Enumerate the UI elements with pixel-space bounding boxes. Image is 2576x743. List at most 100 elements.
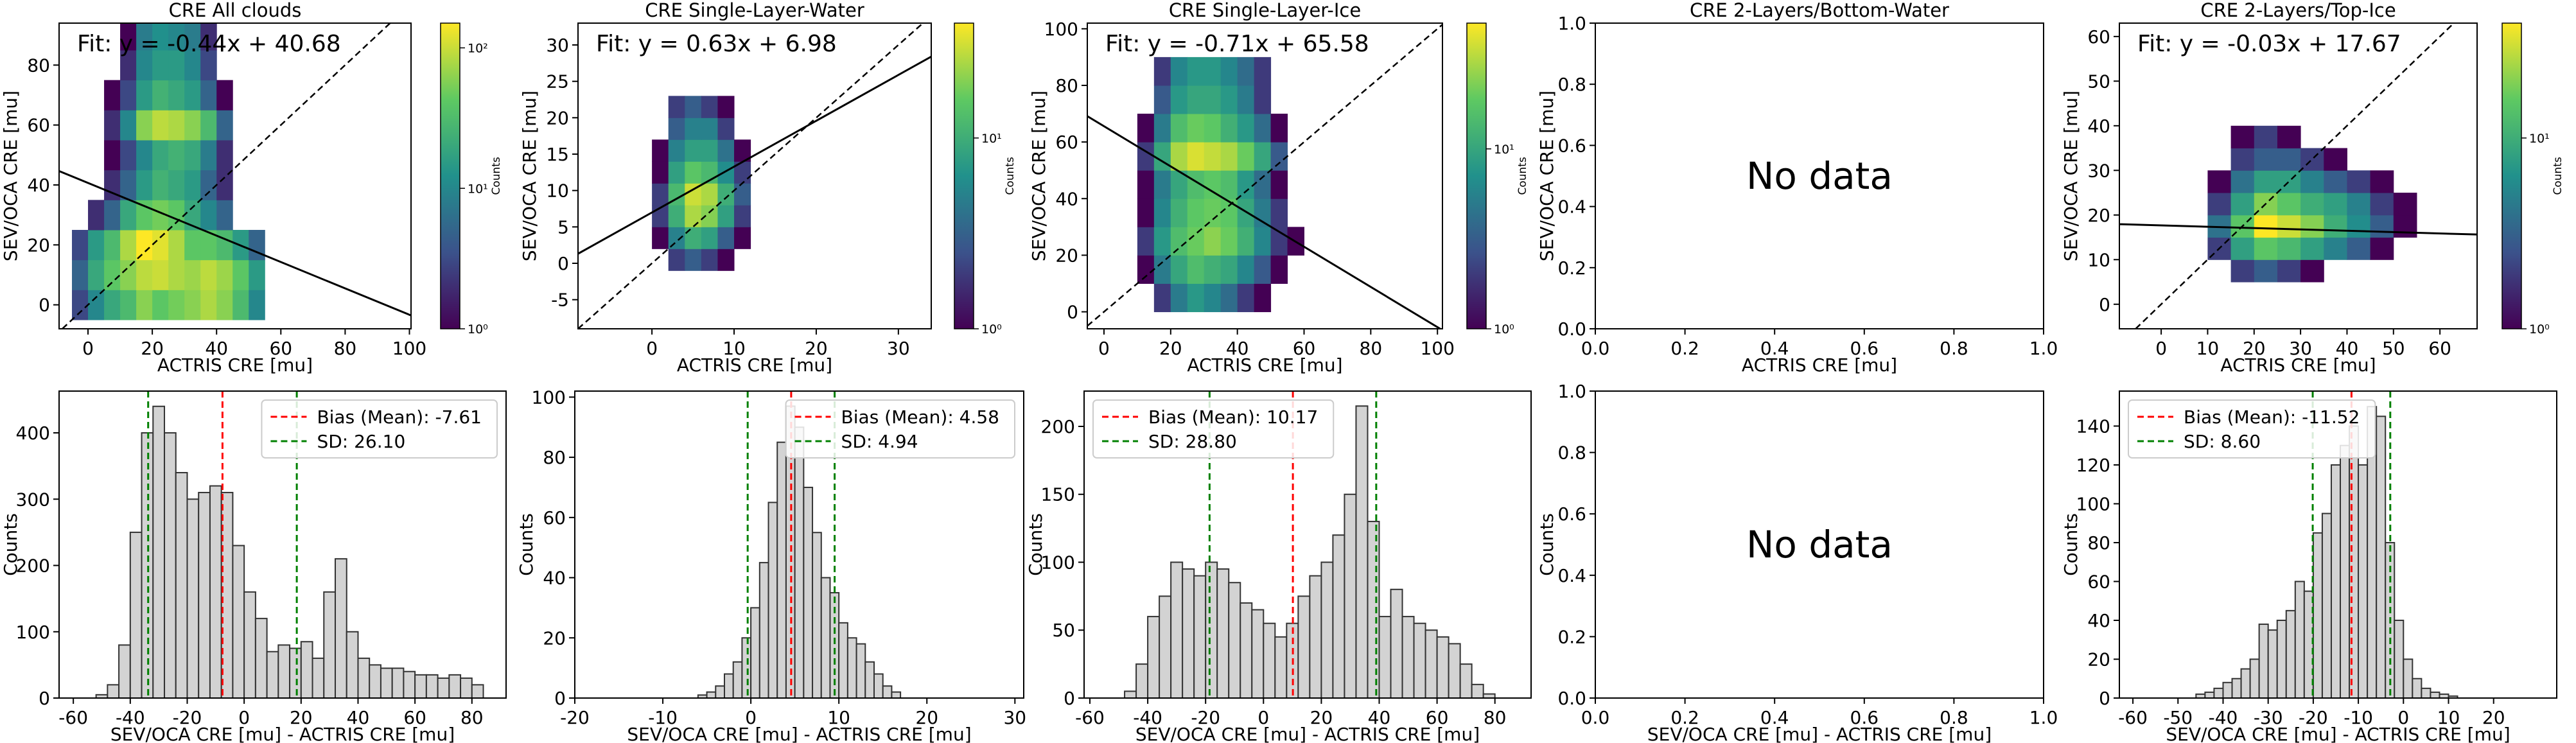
y-tick-label: 80 [543,447,566,468]
axes-frame [2119,22,2478,329]
histogram-bar [2321,512,2332,698]
axes-frame [1087,22,1443,329]
heatmap-cell [1170,198,1188,227]
histogram-bar [820,577,831,698]
colorbar [2502,22,2522,329]
colorbar-tick-label: 10¹ [1494,143,1514,157]
panel: Bias (Mean): -7.61 SD: 26.10 -60 -40 -20 0 20 4… [0,390,507,743]
legend-box [1092,399,1335,459]
colorbar-tick-label: 10¹ [981,132,1002,146]
panel: No data 0.0 0.2 0.4 0.6 0.8 1.0 0.0 0.2 0.4 0.6 0.8… [1536,381,2058,743]
histogram-bar [220,491,234,698]
heatmap-cell [734,227,751,249]
heatmap-cell [120,140,137,171]
plot-area [1124,391,1496,698]
heatmap-cell [1187,85,1205,114]
heatmap-cell [104,140,121,171]
heatmap-cell [200,80,217,110]
histogram-bar [1344,493,1357,698]
heatmap-cell [2230,259,2255,283]
x-tick-label: 0 [1257,707,1269,728]
y-tick-label: 0 [2099,688,2110,709]
heatmap-cell [120,200,137,231]
heatmap-cell [1237,198,1255,227]
heatmap-cell [120,170,137,200]
heatmap-cell [1254,142,1272,171]
heatmap-cell [1254,283,1272,313]
axes-frame [58,390,507,699]
legend-label: SD: 28.80 [1148,431,1237,452]
heatmap-cell [136,23,153,51]
heatmap-cell [1237,227,1255,256]
heatmap-cell [1137,198,1155,227]
plot-area [59,23,411,329]
histogram-bar [2285,609,2296,698]
x-tick-label: -60 [58,707,88,728]
histogram-bar [838,622,848,698]
heatmap-cell [1153,283,1171,313]
axes-frame [58,22,412,329]
y-axis-label: SEV/OCA CRE [mu] [0,91,21,261]
heatmap-cell [216,230,233,261]
histogram-bar [1424,629,1438,698]
axes-frame [1083,390,1532,699]
histogram-bar [1135,663,1149,698]
colorbar-label: Counts [2552,157,2564,195]
axes-frame [574,390,1024,699]
y-tick-label: 0.6 [1557,135,1586,156]
x-tick-label: -10 [2344,707,2373,728]
x-tick-label: 20 [141,338,164,359]
heatmap-cell [104,80,121,110]
y-tick-label: 50 [1052,620,1075,641]
heatmap-cell [1220,283,1238,313]
panel: Bias (Mean): 10.17 SD: 28.80 -60 -40 -20 0 20 4… [1025,390,1532,743]
colorbar-tick-label: 10¹ [2529,132,2550,146]
heatmap-cell [200,110,217,141]
y-tick-label: 0.0 [1557,319,1586,340]
x-axis-label: ACTRIS CRE [mu] [1187,354,1342,376]
heatmap-cell [168,170,185,200]
heatmap-cell [668,249,685,271]
histogram-bar [152,405,166,698]
y-tick-label: 100 [1041,552,1075,573]
histogram-bar [1390,588,1403,698]
heatmap-cell [668,96,685,118]
fit-label: Fit: y = -0.44x + 40.68 [77,31,341,57]
histogram-bar [767,502,778,698]
colorbar-tick-label: 10¹ [468,182,488,196]
y-tick-label: 60 [543,507,566,529]
y-tick-label: 120 [2076,455,2110,476]
histogram-bar [1263,622,1276,698]
heatmap-cell [701,227,718,249]
heatmap-cell [1153,227,1171,256]
y-axis-label: Counts [1536,513,1557,576]
heatmap-cell [2300,259,2324,283]
heatmap-cell [2254,148,2278,171]
histogram-bar [1124,690,1137,698]
x-tick-label: -20 [560,707,590,728]
x-tick-label: 50 [2382,338,2405,359]
y-tick-label: 0 [39,688,50,709]
heatmap-cell [152,290,169,320]
y-tick-label: 0 [39,295,50,316]
histogram-bar [186,498,200,698]
axes-frame [577,22,932,329]
heatmap-cell [1204,283,1222,313]
x-axis-label: SEV/OCA CRE [mu] - ACTRIS CRE [mu] [1135,724,1480,743]
heatmap-cell [184,230,201,261]
legend-box [2128,399,2376,459]
x-tick-label: 30 [2289,338,2312,359]
annotation: No data [1746,523,1893,566]
histogram-bar [335,558,347,698]
heatmap-cell [1237,114,1255,143]
y-tick-label: 0.8 [1557,442,1586,464]
heatmap-cell [2254,259,2278,283]
heatmap-cell [184,290,201,320]
histogram-bar [198,491,211,698]
heatmap-cell [216,200,233,231]
heatmap-cell [668,205,685,227]
heatmap-cell [152,230,169,261]
heatmap-cell [1237,142,1255,171]
histogram-bar [437,677,450,698]
x-tick-label: 60 [1426,707,1449,728]
